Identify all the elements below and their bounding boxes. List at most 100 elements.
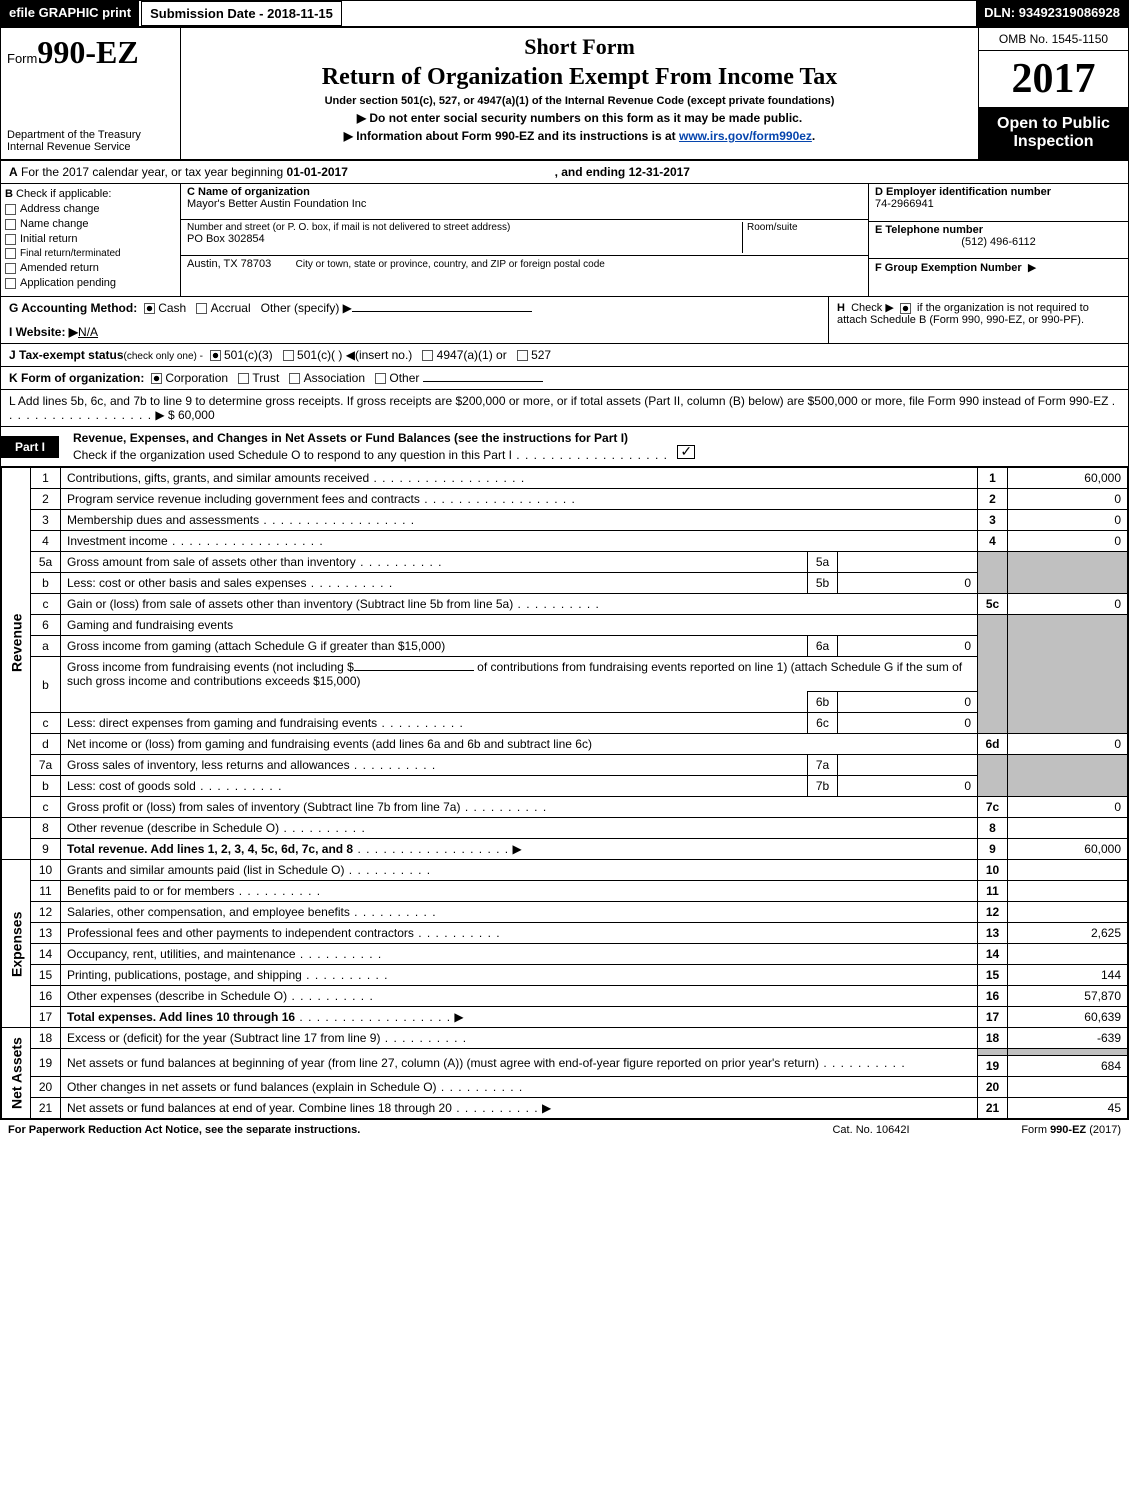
side-revenue: Revenue bbox=[2, 468, 31, 818]
dept-line-1: Department of the Treasury bbox=[7, 129, 174, 141]
chk-application-pending[interactable]: Application pending bbox=[5, 277, 176, 289]
d-label: D Employer identification number bbox=[875, 186, 1051, 198]
chk-schedule-o[interactable] bbox=[677, 445, 695, 459]
city-label: City or town, state or province, country… bbox=[296, 259, 605, 270]
chk-name-change[interactable]: Name change bbox=[5, 218, 176, 230]
arrow-icon bbox=[344, 129, 357, 143]
section-a-calendar: A For the 2017 calendar year, or tax yea… bbox=[1, 161, 1128, 184]
chk-527[interactable] bbox=[517, 350, 528, 361]
dots-icon bbox=[452, 1101, 539, 1115]
chk-initial-return[interactable]: Initial return bbox=[5, 233, 176, 245]
radio-accrual[interactable] bbox=[196, 303, 207, 314]
section-j: J Tax-exempt status(check only one) - 50… bbox=[1, 344, 1128, 367]
l-value: $ 60,000 bbox=[168, 408, 215, 422]
section-d: D Employer identification number 74-2966… bbox=[869, 184, 1128, 222]
f-arrow: ▶ bbox=[1028, 262, 1036, 274]
line-5a: 5a Gross amount from sale of assets othe… bbox=[2, 552, 1128, 573]
chk-other[interactable] bbox=[375, 373, 386, 384]
chk-corp[interactable] bbox=[151, 373, 162, 384]
c-name-block: C Name of organization Mayor's Better Au… bbox=[181, 184, 868, 220]
omb-number: OMB No. 1545-1150 bbox=[979, 28, 1128, 51]
part-1-badge: Part I bbox=[1, 436, 59, 458]
dots-icon bbox=[350, 758, 437, 772]
header-right: OMB No. 1545-1150 2017 Open to Public In… bbox=[978, 28, 1128, 159]
section-def: D Employer identification number 74-2966… bbox=[868, 184, 1128, 296]
chk-h[interactable] bbox=[900, 303, 911, 314]
val-6d: 0 bbox=[1008, 734, 1128, 755]
part-1-header: Part I Revenue, Expenses, and Changes in… bbox=[1, 427, 1128, 467]
val-11 bbox=[1008, 881, 1128, 902]
val-7b: 0 bbox=[838, 776, 978, 797]
page-footer: For Paperwork Reduction Act Notice, see … bbox=[0, 1120, 1129, 1140]
line-19: 19 Net assets or fund balances at beginn… bbox=[2, 1049, 1128, 1056]
submission-date-value: 2018-11-15 bbox=[267, 6, 333, 21]
dots-icon bbox=[279, 821, 366, 835]
header-left: Form990-EZ Department of the Treasury In… bbox=[1, 28, 181, 159]
val-6a: 0 bbox=[838, 636, 978, 657]
chk-501c[interactable] bbox=[283, 350, 294, 361]
submission-date-label: Submission Date - bbox=[150, 6, 267, 21]
val-17: 60,639 bbox=[1008, 1007, 1128, 1028]
org-address: PO Box 302854 bbox=[187, 233, 742, 245]
radio-cash[interactable] bbox=[144, 303, 155, 314]
dots-icon bbox=[196, 779, 283, 793]
checkbox-icon bbox=[5, 248, 16, 259]
j-sub: (check only one) - bbox=[124, 351, 203, 362]
section-b-checkboxes: B Check if applicable: Address change Na… bbox=[1, 184, 181, 296]
addr-label: Number and street (or P. O. box, if mail… bbox=[187, 222, 742, 233]
val-7c: 0 bbox=[1008, 797, 1128, 818]
line-20: 20 Other changes in net assets or fund b… bbox=[2, 1077, 1128, 1098]
checkbox-icon bbox=[5, 278, 16, 289]
line-6d: d Net income or (loss) from gaming and f… bbox=[2, 734, 1128, 755]
b-label: Check if applicable: bbox=[16, 188, 111, 200]
val-21: 45 bbox=[1008, 1098, 1128, 1119]
subtitle: Under section 501(c), 527, or 4947(a)(1)… bbox=[325, 95, 835, 107]
val-4: 0 bbox=[1008, 531, 1128, 552]
section-l: L Add lines 5b, 6c, and 7b to line 9 to … bbox=[1, 390, 1128, 427]
chk-501c3[interactable] bbox=[210, 350, 221, 361]
footer-left: For Paperwork Reduction Act Notice, see … bbox=[8, 1124, 771, 1136]
form-number-value: 990-EZ bbox=[37, 34, 138, 70]
org-city: Austin, TX 78703 bbox=[187, 258, 271, 270]
topbar-spacer bbox=[342, 1, 976, 26]
dots-icon bbox=[420, 492, 576, 506]
chk-final-return[interactable]: Final return/terminated bbox=[5, 248, 176, 259]
val-1: 60,000 bbox=[1008, 468, 1128, 489]
chk-assoc[interactable] bbox=[289, 373, 300, 384]
efile-badge: efile GRAPHIC print bbox=[1, 1, 139, 26]
chk-trust[interactable] bbox=[238, 373, 249, 384]
section-f: F Group Exemption Number ▶ bbox=[869, 259, 1128, 296]
line-1: Revenue 1 Contributions, gifts, grants, … bbox=[2, 468, 1128, 489]
org-name: Mayor's Better Austin Foundation Inc bbox=[187, 198, 862, 210]
val-20 bbox=[1008, 1077, 1128, 1098]
val-3: 0 bbox=[1008, 510, 1128, 531]
f-label: F Group Exemption Number bbox=[875, 262, 1022, 274]
dots-icon bbox=[369, 471, 525, 485]
chk-amended-return[interactable]: Amended return bbox=[5, 262, 176, 274]
checkbox-icon bbox=[5, 219, 16, 230]
department-block: Department of the Treasury Internal Reve… bbox=[7, 129, 174, 153]
i-label: I Website: ▶ bbox=[9, 325, 78, 339]
h-label: H bbox=[837, 302, 845, 314]
room-label: Room/suite bbox=[747, 222, 862, 233]
dots-icon bbox=[168, 534, 324, 548]
line-7b: b Less: cost of goods sold 7b 0 bbox=[2, 776, 1128, 797]
checkbox-icon bbox=[5, 234, 16, 245]
val-19: 684 bbox=[1008, 1056, 1128, 1077]
part-1-table: Revenue 1 Contributions, gifts, grants, … bbox=[1, 467, 1128, 1119]
val-13: 2,625 bbox=[1008, 923, 1128, 944]
open-to-public-badge: Open to Public Inspection bbox=[979, 107, 1128, 159]
instruction-1: Do not enter social security numbers on … bbox=[357, 111, 802, 125]
section-gh: G Accounting Method: Cash Accrual Other … bbox=[1, 297, 1128, 344]
line-6a: a Gross income from gaming (attach Sched… bbox=[2, 636, 1128, 657]
section-c: C Name of organization Mayor's Better Au… bbox=[181, 184, 868, 296]
chk-4947[interactable] bbox=[422, 350, 433, 361]
val-15: 144 bbox=[1008, 965, 1128, 986]
line-12: 12 Salaries, other compensation, and emp… bbox=[2, 902, 1128, 923]
header-center: Short Form Return of Organization Exempt… bbox=[181, 28, 978, 159]
instr2-post: . bbox=[812, 129, 815, 143]
line-4: 4 Investment income 4 0 bbox=[2, 531, 1128, 552]
instructions-link[interactable]: www.irs.gov/form990ez bbox=[679, 129, 812, 143]
chk-address-change[interactable]: Address change bbox=[5, 203, 176, 215]
dots-icon bbox=[414, 926, 501, 940]
